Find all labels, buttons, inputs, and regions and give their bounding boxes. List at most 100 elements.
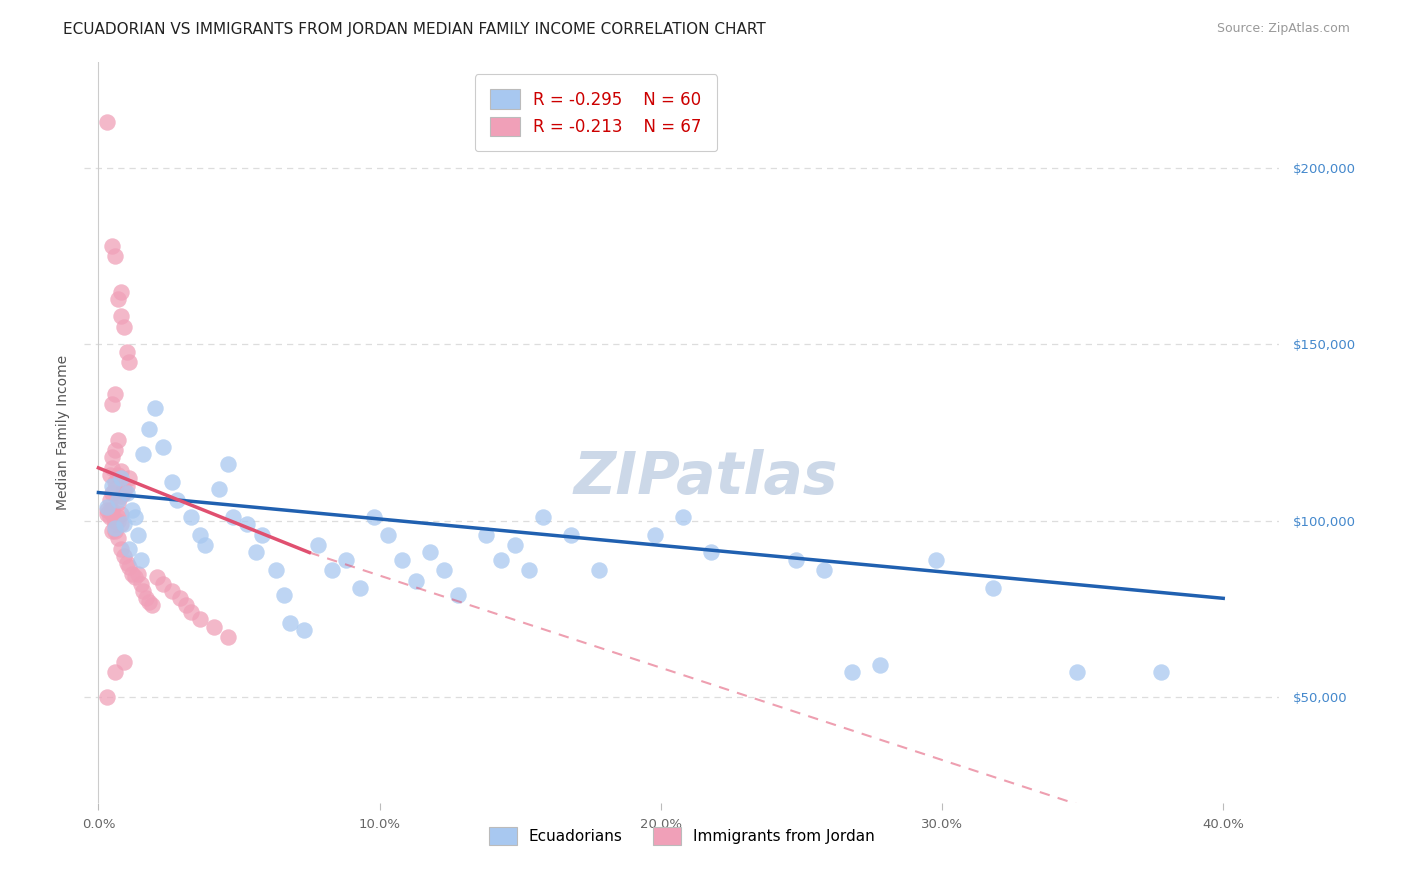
Point — [115, 478, 138, 492]
Point — [98, 467, 121, 482]
Point — [107, 492, 129, 507]
Text: Source: ZipAtlas.com: Source: ZipAtlas.com — [1216, 22, 1350, 36]
Point — [96, 115, 118, 129]
Point — [143, 401, 166, 415]
Point — [115, 344, 138, 359]
Point — [101, 461, 124, 475]
Point — [644, 528, 666, 542]
Point — [292, 623, 315, 637]
Point — [107, 496, 129, 510]
Point — [208, 482, 231, 496]
Point — [107, 433, 129, 447]
Point — [121, 503, 143, 517]
Point — [245, 545, 267, 559]
Point — [107, 467, 129, 482]
Point — [250, 528, 273, 542]
Point — [107, 510, 129, 524]
Point — [202, 619, 225, 633]
Point — [152, 440, 174, 454]
Point — [107, 514, 129, 528]
Point — [112, 655, 135, 669]
Point — [278, 615, 301, 630]
Point — [141, 599, 163, 613]
Point — [110, 507, 132, 521]
Point — [104, 665, 127, 680]
Point — [307, 538, 329, 552]
Point — [118, 355, 141, 369]
Point — [813, 563, 835, 577]
Point — [349, 581, 371, 595]
Point — [132, 447, 155, 461]
Point — [174, 599, 197, 613]
Point — [121, 566, 143, 581]
Point — [194, 538, 217, 552]
Point — [101, 478, 124, 492]
Point — [188, 612, 211, 626]
Point — [110, 285, 132, 299]
Point — [112, 485, 135, 500]
Point — [180, 510, 202, 524]
Point — [101, 450, 124, 465]
Point — [217, 458, 239, 472]
Point — [107, 532, 129, 546]
Point — [588, 563, 610, 577]
Point — [503, 538, 526, 552]
Point — [98, 503, 121, 517]
Point — [160, 475, 183, 489]
Point — [785, 552, 807, 566]
Point — [433, 563, 456, 577]
Point — [160, 584, 183, 599]
Point — [166, 492, 188, 507]
Point — [180, 606, 202, 620]
Point — [96, 503, 118, 517]
Point — [273, 588, 295, 602]
Point — [188, 528, 211, 542]
Point — [264, 563, 287, 577]
Point — [104, 475, 127, 489]
Point — [236, 517, 259, 532]
Point — [110, 471, 132, 485]
Point — [363, 510, 385, 524]
Point — [124, 570, 146, 584]
Point — [98, 510, 121, 524]
Point — [101, 524, 124, 539]
Point — [98, 492, 121, 507]
Point — [104, 517, 127, 532]
Point — [419, 545, 441, 559]
Point — [112, 549, 135, 563]
Point — [96, 690, 118, 704]
Text: ZIPatlas: ZIPatlas — [574, 449, 838, 506]
Point — [132, 584, 155, 599]
Point — [391, 552, 413, 566]
Point — [104, 482, 127, 496]
Point — [335, 552, 357, 566]
Text: ECUADORIAN VS IMMIGRANTS FROM JORDAN MEDIAN FAMILY INCOME CORRELATION CHART: ECUADORIAN VS IMMIGRANTS FROM JORDAN MED… — [63, 22, 766, 37]
Point — [104, 524, 127, 539]
Point — [110, 310, 132, 324]
Point — [129, 552, 152, 566]
Point — [101, 239, 124, 253]
Point — [104, 514, 127, 528]
Point — [110, 489, 132, 503]
Point — [110, 541, 132, 556]
Point — [101, 503, 124, 517]
Point — [107, 292, 129, 306]
Point — [1150, 665, 1173, 680]
Legend: Ecuadorians, Immigrants from Jordan: Ecuadorians, Immigrants from Jordan — [484, 821, 880, 851]
Point — [1066, 665, 1088, 680]
Point — [110, 464, 132, 478]
Point — [981, 581, 1004, 595]
Point — [217, 630, 239, 644]
Point — [118, 541, 141, 556]
Point — [115, 485, 138, 500]
Point — [96, 507, 118, 521]
Point — [321, 563, 343, 577]
Point — [405, 574, 427, 588]
Point — [135, 591, 157, 606]
Point — [531, 510, 554, 524]
Point — [104, 443, 127, 458]
Point — [869, 658, 891, 673]
Point — [475, 528, 498, 542]
Point — [146, 570, 169, 584]
Point — [101, 485, 124, 500]
